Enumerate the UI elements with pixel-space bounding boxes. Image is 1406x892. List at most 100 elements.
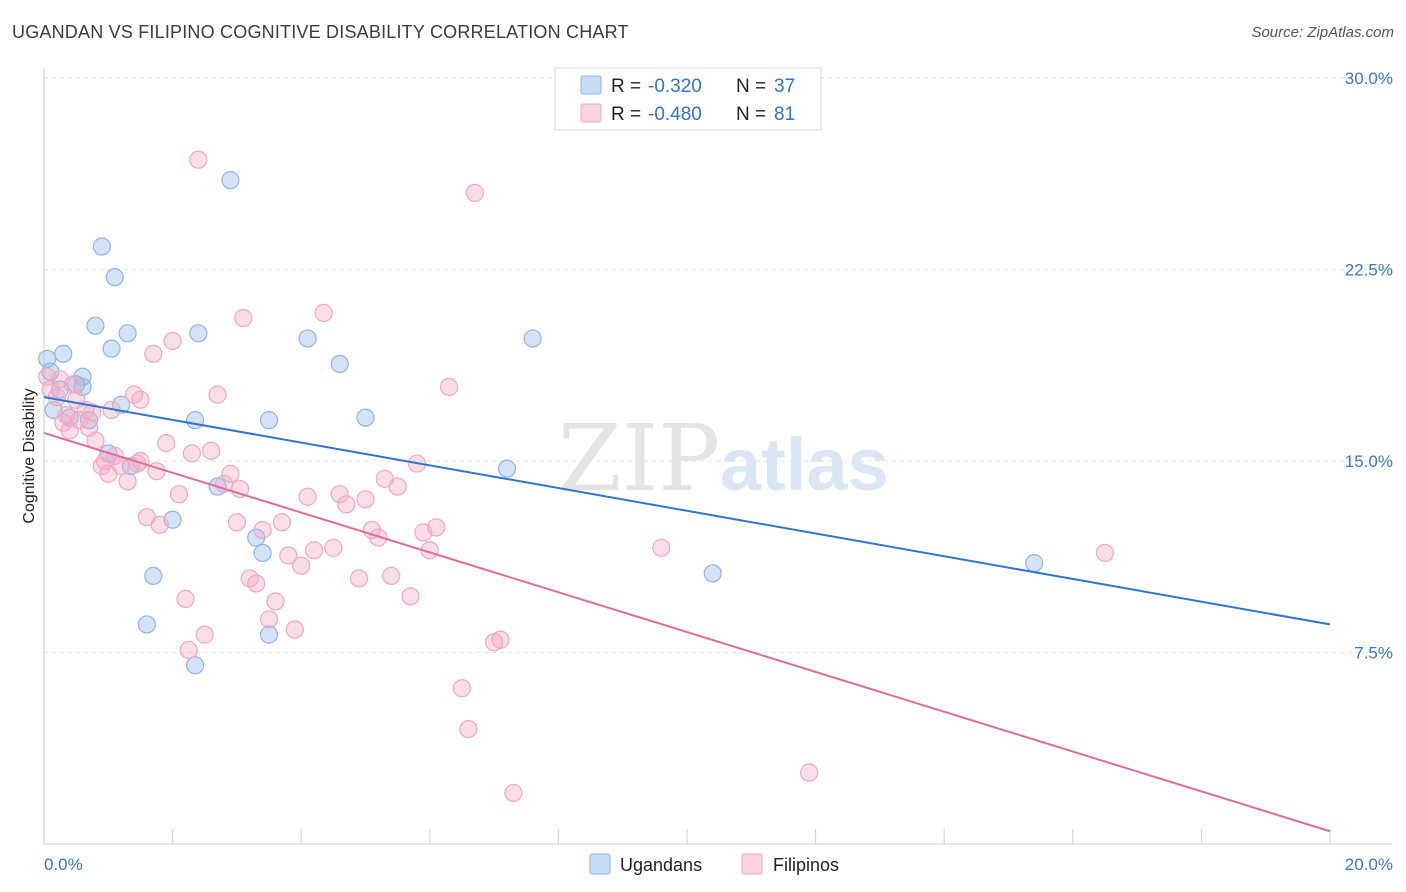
stats-r-label-ugandans: R =: [611, 76, 641, 97]
point-filipino: [176, 589, 195, 608]
point-filipino: [401, 587, 420, 606]
point-filipino: [382, 566, 401, 586]
stats-r-value-filipinos: -0.480: [648, 104, 702, 125]
trend-line-ugandans: [43, 396, 1331, 626]
points-filipinos: [38, 150, 1115, 803]
point-filipino: [150, 515, 169, 534]
x-tick-label-min: 0.0%: [44, 855, 83, 874]
point-filipino: [1095, 543, 1115, 563]
point-filipino: [304, 541, 324, 560]
stats-n-value-filipinos: 81: [774, 104, 795, 125]
point-filipino: [163, 331, 182, 351]
point-ugandan: [703, 564, 722, 583]
watermark-zip: ZIP: [558, 405, 720, 512]
y-tick-labels: 7.5% 15.0% 22.5% 30.0%: [1345, 69, 1393, 663]
point-filipino: [337, 495, 356, 514]
point-filipino: [427, 518, 446, 537]
point-filipino: [285, 620, 304, 639]
point-ugandan: [102, 339, 121, 358]
chart-title: UGANDAN VS FILIPINO COGNITIVE DISABILITY…: [12, 22, 629, 42]
point-filipino: [298, 487, 317, 506]
point-filipino: [504, 783, 523, 803]
point-ugandan: [221, 171, 240, 190]
legend-swatch-filipinos: [741, 853, 763, 875]
point-ugandan: [1025, 554, 1044, 573]
stats-n-label-filipinos: N =: [736, 104, 766, 125]
point-filipino: [118, 472, 137, 491]
stats-r-label-filipinos: R =: [611, 104, 641, 125]
point-filipino: [247, 574, 266, 593]
legend-label-filipinos: Filipinos: [773, 855, 839, 875]
point-filipino: [330, 485, 349, 504]
point-filipino: [259, 610, 279, 629]
point-ugandan: [54, 344, 73, 363]
point-filipino: [105, 446, 124, 465]
point-filipino: [202, 441, 221, 460]
legend-swatch-ugandans: [589, 853, 611, 875]
point-filipino: [179, 640, 198, 660]
stats-n-label-ugandans: N =: [736, 76, 766, 97]
point-filipino: [465, 183, 484, 202]
point-filipino: [182, 444, 201, 463]
point-filipino: [95, 451, 115, 471]
point-ugandan: [259, 411, 279, 430]
watermark-atlas: atlas: [720, 423, 889, 506]
point-filipino: [314, 303, 333, 323]
point-ugandan: [497, 459, 517, 478]
point-filipino: [439, 377, 459, 397]
point-filipino: [234, 308, 253, 328]
point-filipino: [112, 457, 131, 476]
point-filipino: [54, 413, 73, 432]
point-filipino: [144, 344, 163, 363]
stats-n-value-ugandans: 37: [774, 76, 795, 97]
point-ugandan: [118, 324, 137, 343]
point-filipino: [157, 434, 176, 453]
point-filipino: [800, 763, 819, 782]
point-ugandan: [330, 354, 349, 374]
point-ugandan: [105, 268, 124, 287]
legend: Ugandans Filipinos: [589, 853, 839, 875]
point-filipino: [227, 513, 246, 532]
point-filipino: [221, 464, 240, 483]
point-filipino: [452, 679, 472, 698]
point-ugandan: [259, 625, 279, 644]
point-filipino: [459, 719, 478, 739]
point-ugandan: [137, 615, 156, 634]
trend-line-filipinos: [43, 431, 1331, 833]
point-filipino: [131, 390, 150, 409]
point-ugandan: [73, 367, 92, 386]
chart-source: Source: ZipAtlas.com: [1251, 24, 1394, 41]
stats-r-value-ugandans: -0.320: [648, 76, 702, 97]
point-ugandan: [523, 329, 542, 348]
point-filipino: [292, 556, 311, 575]
stats-swatch-ugandans: [580, 75, 602, 95]
point-ugandan: [144, 566, 163, 586]
x-tick-label-max: 20.0%: [1345, 855, 1393, 874]
point-filipino: [266, 592, 285, 611]
y-tick-label: 30.0%: [1345, 69, 1393, 88]
point-filipino: [47, 388, 66, 407]
point-filipino: [189, 150, 208, 169]
point-ugandan: [41, 362, 60, 381]
point-filipino: [253, 520, 272, 540]
x-ticks: [172, 829, 1331, 844]
y-tick-label: 15.0%: [1345, 452, 1393, 471]
y-tick-label: 7.5%: [1354, 644, 1393, 663]
point-ugandan: [92, 237, 111, 256]
point-filipino: [83, 403, 102, 422]
points-layer: [38, 150, 1115, 803]
point-filipino: [349, 569, 369, 588]
point-ugandan: [189, 324, 208, 343]
point-filipino: [491, 630, 510, 649]
point-ugandan: [186, 656, 205, 675]
point-ugandan: [356, 408, 375, 427]
point-ugandan: [86, 316, 105, 335]
point-filipino: [272, 513, 292, 532]
stats-swatch-filipinos: [580, 103, 602, 123]
point-filipino: [279, 546, 298, 565]
point-ugandan: [186, 411, 205, 430]
y-axis-label: Cognitive Disability: [21, 388, 38, 523]
point-filipino: [356, 490, 375, 509]
point-ugandan: [298, 329, 317, 348]
trend-layer: [43, 396, 1331, 833]
